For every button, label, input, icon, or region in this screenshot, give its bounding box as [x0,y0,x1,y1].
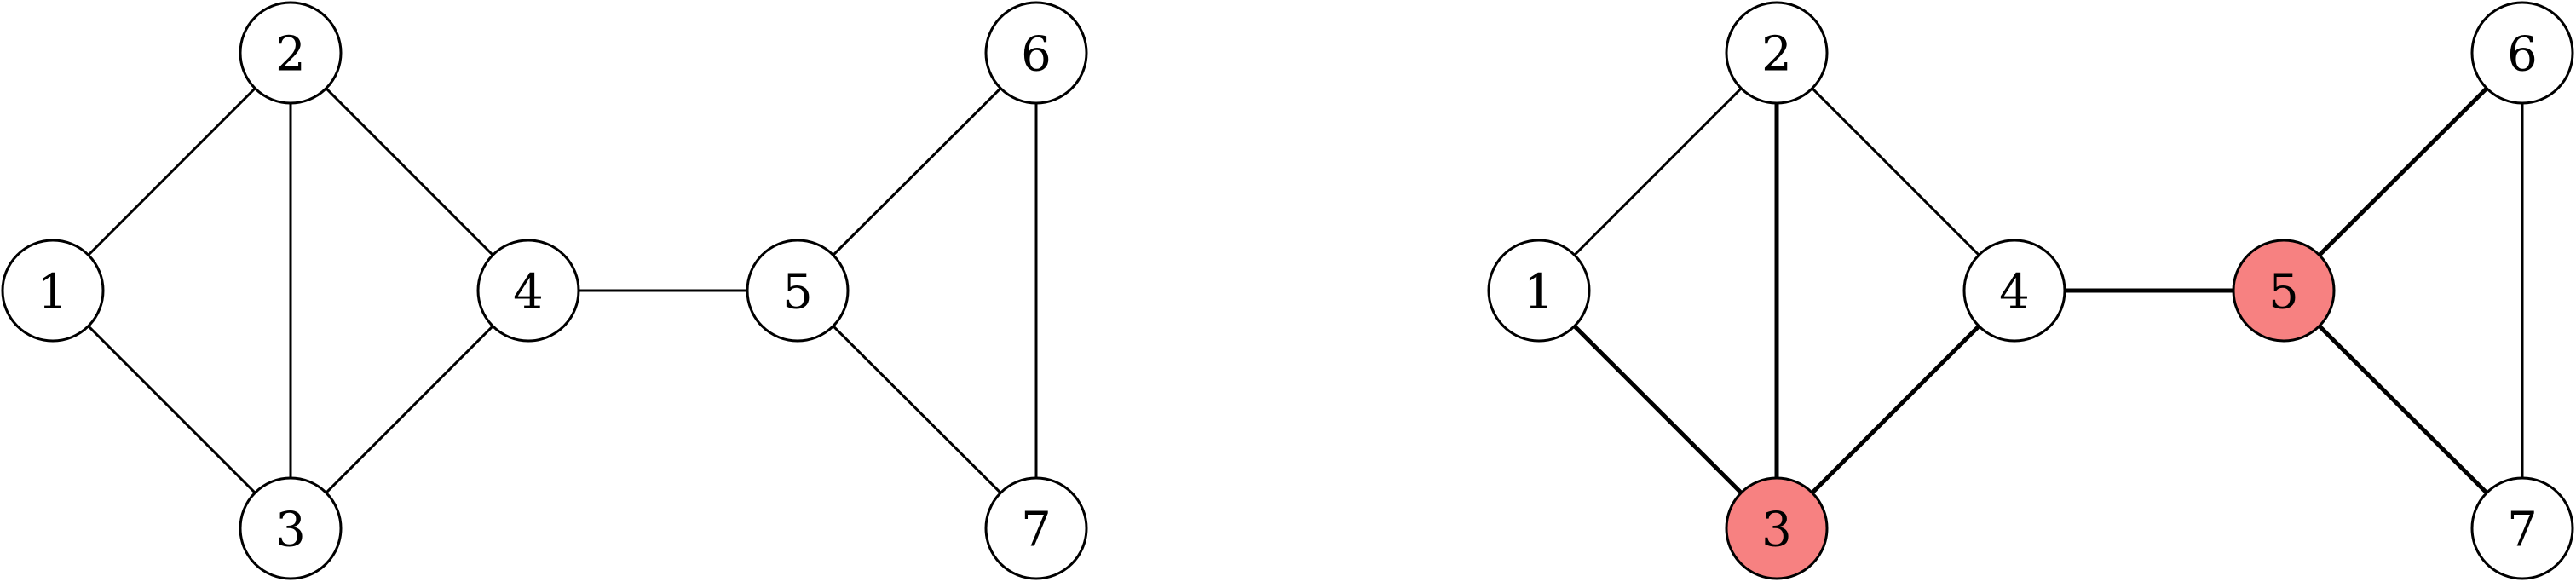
edge-2-4 [1775,51,2016,292]
node-6: 6 [2470,1,2574,105]
edge-5-6 [796,51,1038,292]
edge-1-3 [51,289,292,530]
edge-3-4 [289,289,530,530]
node-5: 5 [2232,239,2336,343]
node-label: 7 [2507,503,2538,558]
node-7: 7 [2470,476,2574,580]
node-label: 2 [1761,27,1792,83]
node-circle [476,239,580,343]
node-circle [1962,239,2066,343]
node-circle [1487,239,1591,343]
node-4: 4 [1962,239,2066,343]
node-circle [239,1,343,105]
node-label: 3 [1761,503,1792,558]
node-label: 2 [275,27,306,83]
right-graph: 1 2 3 4 5 6 7 [1487,1,2574,580]
node-7: 7 [984,476,1088,580]
left-graph: 1 2 3 4 5 6 7 [1,1,1088,580]
node-circle [746,239,850,343]
node-label: 3 [275,503,306,558]
node-circle [2470,476,2574,580]
edge-3-4 [1775,289,2016,530]
node-circle [1725,476,1829,580]
node-label: 1 [37,265,68,320]
node-2: 2 [239,1,343,105]
node-5: 5 [746,239,850,343]
edge-1-3 [1537,289,1778,530]
node-label: 7 [1021,503,1052,558]
edge-2-4 [289,51,530,292]
node-circle [239,476,343,580]
edge-1-2 [1537,51,1778,292]
node-circle [1,239,105,343]
edge-5-7 [796,289,1038,530]
node-4: 4 [476,239,580,343]
node-label: 5 [2268,265,2299,320]
node-1: 1 [1,239,105,343]
node-circle [984,1,1088,105]
node-3: 3 [1725,476,1829,580]
edge-1-2 [51,51,292,292]
node-circle [984,476,1088,580]
node-circle [2470,1,2574,105]
node-label: 6 [1021,27,1052,83]
node-1: 1 [1487,239,1591,343]
node-6: 6 [984,1,1088,105]
node-label: 4 [1999,265,2030,320]
node-label: 6 [2507,27,2538,83]
node-label: 1 [1524,265,1554,320]
node-2: 2 [1725,1,1829,105]
node-circle [2232,239,2336,343]
node-label: 4 [513,265,544,320]
edge-5-6 [2282,51,2524,292]
node-label: 5 [782,265,813,320]
node-circle [1725,1,1829,105]
node-3: 3 [239,476,343,580]
edge-5-7 [2282,289,2524,530]
